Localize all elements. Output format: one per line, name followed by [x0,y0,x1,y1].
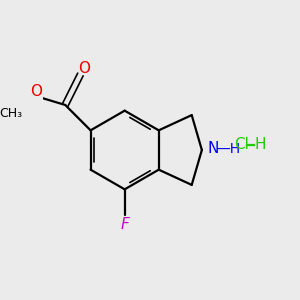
Text: N: N [208,141,219,156]
Text: —H: —H [216,142,241,156]
Text: Cl: Cl [234,137,249,152]
Text: CH₃: CH₃ [0,107,22,120]
Text: F: F [120,217,129,232]
Text: O: O [78,61,90,76]
Text: H: H [255,137,266,152]
Text: O: O [30,84,42,99]
